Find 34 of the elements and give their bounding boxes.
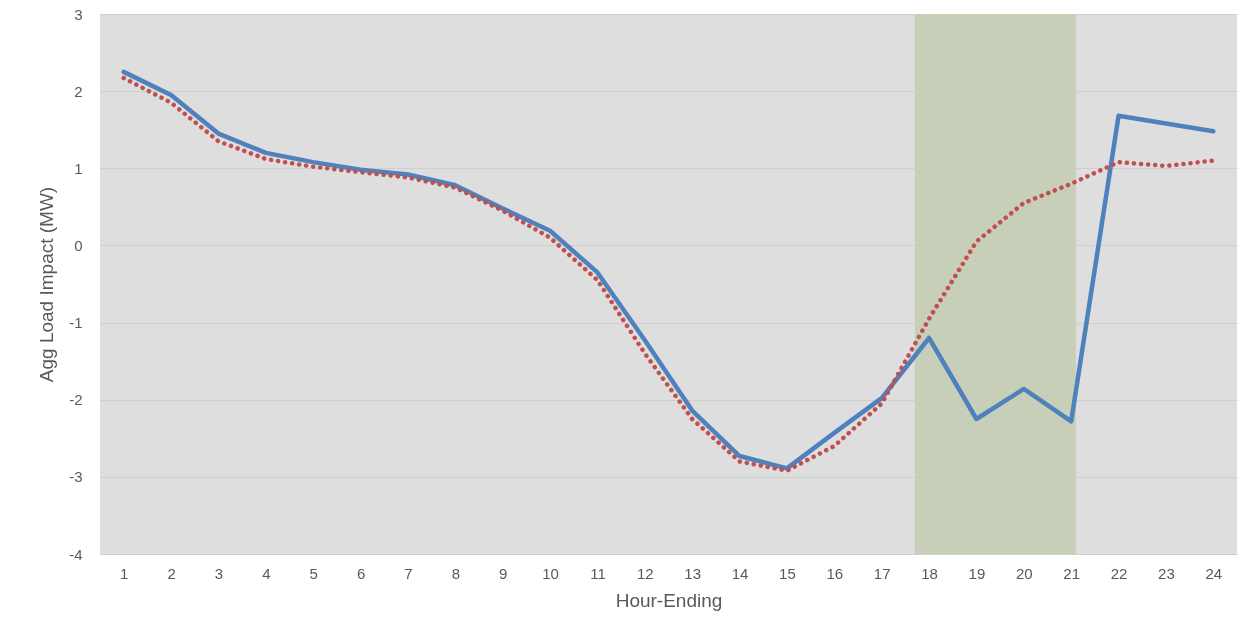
x-tick-label: 19 [968, 564, 986, 582]
x-tick-label: 14 [731, 564, 749, 582]
y-tick-label: 1 [74, 159, 83, 177]
y-tick-label: 0 [74, 236, 83, 254]
x-tick-label: 16 [826, 564, 844, 582]
x-tick-label: 7 [404, 564, 413, 582]
x-tick-label: 1 [120, 564, 129, 582]
x-tick-label: 13 [684, 564, 702, 582]
x-tick-label: 4 [262, 564, 271, 582]
x-tick-label: 9 [499, 564, 508, 582]
x-tick-label: 2 [167, 564, 176, 582]
x-tick-label: 12 [636, 564, 654, 582]
x-tick-label: 18 [921, 564, 938, 582]
y-tick-label: 2 [74, 82, 83, 100]
x-tick-label: 6 [356, 564, 366, 582]
y-tick-label: -1 [69, 314, 83, 332]
x-tick-label: 3 [214, 564, 224, 582]
x-tick-label: 20 [1015, 564, 1033, 582]
y-tick-label: -3 [69, 468, 83, 486]
y-tick-label: 3 [74, 5, 83, 23]
x-axis-title: Hour-Ending [615, 589, 723, 611]
y-tick-label: -2 [69, 391, 83, 409]
y-tick-label: -4 [69, 545, 83, 563]
x-tick-label: 10 [542, 564, 559, 582]
x-tick-label: 8 [451, 564, 460, 582]
x-tick-label: 15 [779, 564, 796, 582]
x-tick-label: 21 [1063, 564, 1081, 582]
x-tick-label: 17 [873, 564, 891, 582]
y-axis-title: Agg Load Impact (MW) [36, 186, 58, 383]
x-tick-label: 23 [1158, 564, 1175, 582]
x-tick-label: 11 [590, 564, 606, 582]
x-tick-label: 22 [1110, 564, 1128, 582]
x-tick-label: 5 [309, 564, 318, 582]
x-tick-label: 24 [1205, 564, 1223, 582]
